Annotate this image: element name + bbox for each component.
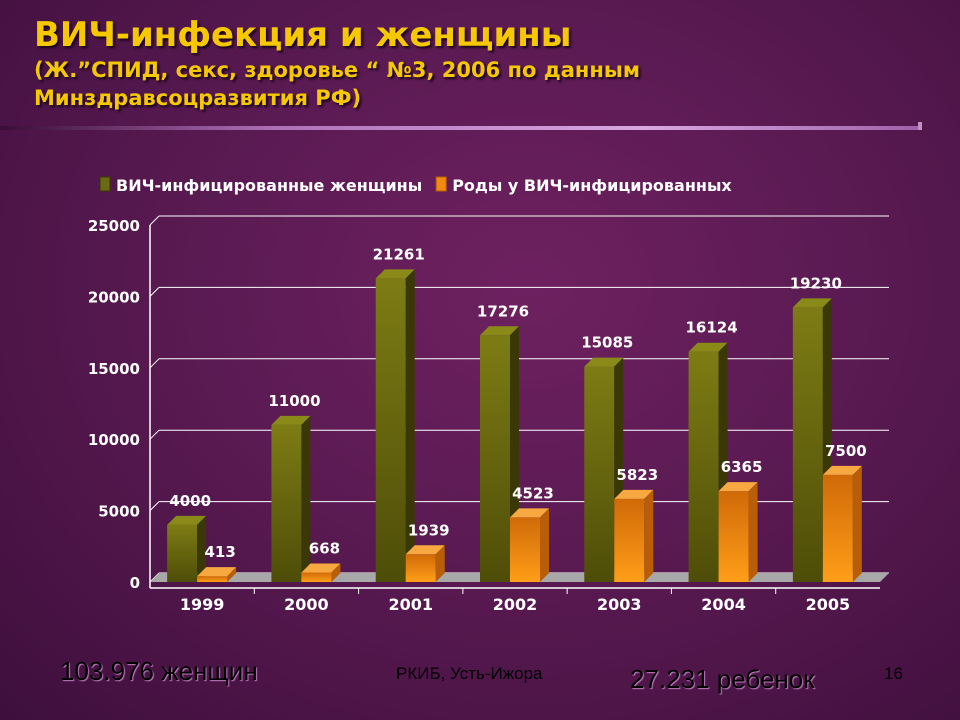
bar-hiv-women-2005 [792, 307, 823, 582]
gridline-depth [149, 215, 160, 226]
bar-top [271, 415, 311, 425]
y-tick-label: 20000 [88, 288, 140, 306]
x-tick-label: 1999 [180, 595, 225, 614]
bar-top [822, 465, 862, 475]
x-tick-label: 2004 [701, 595, 746, 614]
y-tick-label: 15000 [88, 360, 140, 378]
bar-births-2001 [405, 554, 436, 582]
slide-title-block: ВИЧ-инфекция и женщины (Ж.”СПИД, секс, з… [34, 14, 934, 112]
data-label: 11000 [268, 392, 320, 410]
data-label: 17276 [477, 302, 529, 320]
data-label: 4523 [512, 484, 554, 502]
legend-label: Роды у ВИЧ-инфицированных [452, 176, 732, 195]
bar-top [480, 326, 519, 336]
data-label: 1939 [408, 521, 450, 539]
page-number: 16 [884, 664, 903, 683]
slide-subtitle-line2: Минздравсоцразвития РФ) [34, 86, 362, 110]
bar-hiv-women-1999 [167, 524, 198, 582]
y-tick-label: 0 [130, 574, 140, 592]
x-tick-label: 2002 [493, 595, 538, 614]
title-divider-end [918, 122, 922, 130]
gridline-depth [149, 358, 160, 369]
title-divider [0, 126, 922, 130]
bar-side [540, 508, 549, 582]
bar-hiv-women-2003 [584, 366, 615, 582]
bar-side [644, 489, 654, 582]
x-tick-label: 2001 [388, 595, 433, 614]
data-label: 7500 [825, 442, 867, 460]
bar-top [301, 563, 341, 573]
bar-births-2005 [822, 474, 853, 582]
legend-swatch [99, 176, 111, 192]
bar-side [748, 482, 758, 582]
x-tick-label: 2003 [597, 595, 642, 614]
bar-hiv-women-2002 [480, 335, 510, 582]
bar-top [614, 489, 654, 499]
bar-births-2003 [614, 498, 645, 582]
bar-births-2000 [301, 572, 332, 582]
bar-top [792, 298, 832, 308]
bar-top [405, 545, 445, 555]
bar-side [197, 515, 207, 582]
bar-top [688, 342, 728, 352]
data-label: 21261 [373, 245, 425, 263]
bar-top [167, 515, 207, 525]
x-tick-label: 2005 [806, 595, 851, 614]
gridline-depth [149, 287, 160, 297]
y-tick-label: 5000 [98, 503, 140, 521]
bar-top [375, 269, 415, 279]
bar-side [301, 415, 311, 582]
footer-children-total: 27.231 ребенок [630, 664, 815, 694]
bar-births-1999 [197, 576, 228, 582]
legend-swatch [435, 176, 447, 192]
bar-top [510, 508, 549, 518]
bar-side [331, 563, 341, 582]
data-label: 4000 [169, 492, 211, 510]
data-label: 15085 [581, 334, 633, 352]
slide-subtitle-line1: (Ж.”СПИД, секс, здоровье “ №3, 2006 по д… [34, 58, 641, 82]
bar-births-2002 [510, 517, 540, 582]
bar-side [405, 269, 415, 582]
bar-side [435, 545, 445, 582]
legend-label: ВИЧ-инфицированные женщины [116, 176, 422, 195]
data-label: 16124 [685, 319, 737, 337]
y-tick-label: 10000 [88, 431, 140, 449]
data-label: 413 [204, 543, 235, 561]
bar-top [718, 482, 758, 492]
footer-women-total: 103.976 женщин [60, 656, 258, 686]
bar-side [852, 465, 862, 582]
bar-births-2004 [718, 491, 749, 582]
y-tick-label: 25000 [88, 217, 140, 235]
x-tick-label: 2000 [284, 595, 329, 614]
bar-top [584, 357, 624, 367]
footer-source: РКИБ, Усть-Ижора [396, 664, 543, 683]
data-label: 668 [309, 539, 340, 557]
gridline-depth [149, 501, 160, 511]
slide-title: ВИЧ-инфекция и женщины [34, 15, 572, 55]
bar-top [197, 567, 237, 577]
bar-side [227, 567, 237, 582]
bar-hiv-women-2000 [271, 424, 302, 582]
bar-hiv-women-2004 [688, 351, 719, 582]
gridline-depth [149, 429, 160, 440]
data-label: 5823 [616, 466, 658, 484]
bar-hiv-women-2001 [375, 278, 406, 582]
data-label: 6365 [721, 458, 763, 476]
data-label: 19230 [790, 274, 842, 292]
